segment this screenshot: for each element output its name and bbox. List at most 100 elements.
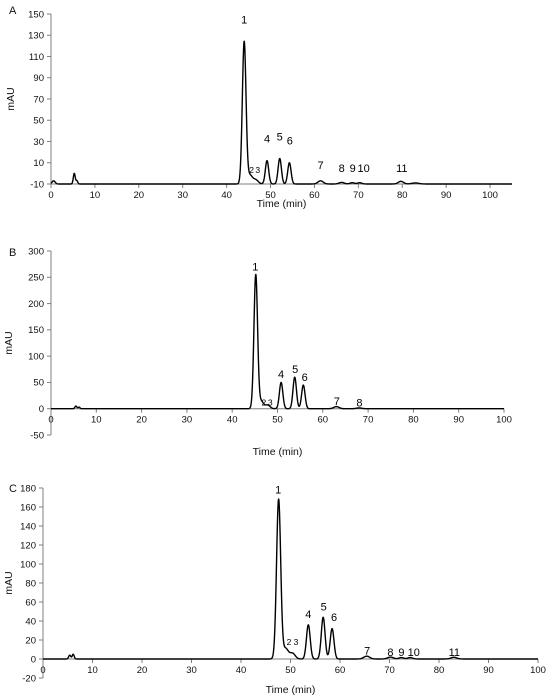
x-tick-label: 100 xyxy=(530,665,546,676)
x-tick-label: 20 xyxy=(134,190,145,201)
y-tick-label: 160 xyxy=(20,502,36,513)
y-tick-label: 60 xyxy=(25,597,36,608)
y-tick-label: 100 xyxy=(28,351,44,362)
peak-label: 7 xyxy=(318,160,324,172)
peak-label: 1 xyxy=(241,15,247,27)
panel-letter: A xyxy=(9,5,17,17)
y-tick-label: 130 xyxy=(28,31,44,42)
x-tick-label: 70 xyxy=(363,415,374,426)
x-tick-label: 30 xyxy=(182,415,193,426)
peak-label: 10 xyxy=(357,163,369,175)
x-tick-label: 90 xyxy=(453,415,464,426)
y-tick-label: 40 xyxy=(25,616,36,627)
y-tick-label: 250 xyxy=(28,273,44,284)
x-tick-label: 30 xyxy=(186,665,197,676)
y-axis-title: mAU xyxy=(5,87,17,110)
peak-label: 11 xyxy=(396,163,407,175)
chromatogram-panel-b: B -50 0 50 100 150 200 250 300 0 10 20 30 40 50 60 70 80 9… xyxy=(3,246,512,458)
peak-label: 3 xyxy=(294,637,299,647)
x-tick-label: 70 xyxy=(353,190,364,201)
x-tick-label: 90 xyxy=(483,665,494,676)
x-tick-label: 50 xyxy=(285,665,296,676)
y-tick-label: 150 xyxy=(28,325,44,336)
peak-label: 8 xyxy=(339,163,345,175)
x-tick-label: 20 xyxy=(137,665,148,676)
y-tick-label: 0 xyxy=(39,404,44,415)
x-axis-title: Time (min) xyxy=(253,446,303,458)
y-tick-label: 300 xyxy=(28,246,44,257)
peak-label: 9 xyxy=(398,647,404,659)
x-tick-label: 50 xyxy=(265,190,276,201)
peak-label: 5 xyxy=(277,131,283,143)
x-tick-label: 10 xyxy=(91,415,102,426)
peak-label: 5 xyxy=(292,364,298,376)
x-tick-label: 60 xyxy=(318,415,329,426)
x-tick-label: 90 xyxy=(441,190,452,201)
y-tick-label: 0 xyxy=(31,654,36,665)
peak-label: 1 xyxy=(275,485,281,497)
peak-label: 8 xyxy=(356,398,362,410)
x-tick-label: 0 xyxy=(40,665,45,676)
peak-label: 2 xyxy=(262,398,267,408)
x-tick-label: 40 xyxy=(221,190,232,201)
y-tick-label: -10 xyxy=(30,179,44,190)
x-tick-label: 30 xyxy=(177,190,188,201)
x-tick-label: 10 xyxy=(87,665,98,676)
y-tick-label: 140 xyxy=(20,521,36,532)
x-tick-label: 40 xyxy=(236,665,247,676)
peak-label: 4 xyxy=(305,609,311,621)
x-tick-label: 60 xyxy=(309,190,320,201)
peak-label: 9 xyxy=(350,163,356,175)
y-tick-label: 70 xyxy=(33,94,44,105)
x-axis-title: Time (min) xyxy=(257,198,307,210)
y-tick-label: 180 xyxy=(20,483,36,494)
x-tick-label: 50 xyxy=(272,415,283,426)
y-tick-label: 50 xyxy=(33,116,44,127)
y-axis-title: mAU xyxy=(3,331,15,354)
peak-label: 7 xyxy=(334,396,340,408)
y-tick-label: 80 xyxy=(25,578,36,589)
x-tick-label: 20 xyxy=(136,415,147,426)
peak-label: 11 xyxy=(449,647,460,659)
peak-label: 2 xyxy=(249,165,254,175)
peak-label: 3 xyxy=(255,165,260,175)
x-tick-label: 0 xyxy=(48,415,53,426)
x-tick-label: 100 xyxy=(482,190,498,201)
peak-label: 1 xyxy=(252,261,258,273)
chromatogram-trace xyxy=(42,498,539,660)
y-tick-label: 10 xyxy=(33,158,44,169)
x-tick-label: 40 xyxy=(227,415,238,426)
peak-label: 6 xyxy=(302,372,308,384)
y-tick-label: 100 xyxy=(20,559,36,570)
y-tick-label: 120 xyxy=(20,540,36,551)
y-tick-label: -20 xyxy=(22,673,36,684)
panel-letter: C xyxy=(9,483,17,495)
peak-label: 4 xyxy=(278,369,284,381)
y-axis-title: mAU xyxy=(3,571,15,594)
y-tick-label: 20 xyxy=(25,635,36,646)
x-tick-label: 80 xyxy=(397,190,408,201)
y-tick-label: 50 xyxy=(33,378,44,389)
y-tick-label: 30 xyxy=(33,137,44,148)
peak-label: 5 xyxy=(321,602,327,614)
y-tick-label: 150 xyxy=(28,9,44,20)
peak-label: 3 xyxy=(268,398,273,408)
chromatogram-trace xyxy=(50,40,513,185)
peak-label: 4 xyxy=(264,134,270,146)
peak-label: 8 xyxy=(387,647,393,659)
peak-label: 10 xyxy=(408,647,420,659)
x-tick-label: 80 xyxy=(408,415,419,426)
x-tick-label: 100 xyxy=(496,415,512,426)
peak-label: 6 xyxy=(287,136,293,148)
x-tick-label: 10 xyxy=(90,190,101,201)
peak-label: 2 xyxy=(287,637,292,647)
x-tick-label: 70 xyxy=(384,665,395,676)
y-tick-label: 90 xyxy=(33,73,44,84)
chromatogram-trace xyxy=(50,273,505,410)
x-axis-title: Time (min) xyxy=(266,684,316,696)
x-tick-label: 80 xyxy=(434,665,445,676)
peak-label: 6 xyxy=(331,612,337,624)
